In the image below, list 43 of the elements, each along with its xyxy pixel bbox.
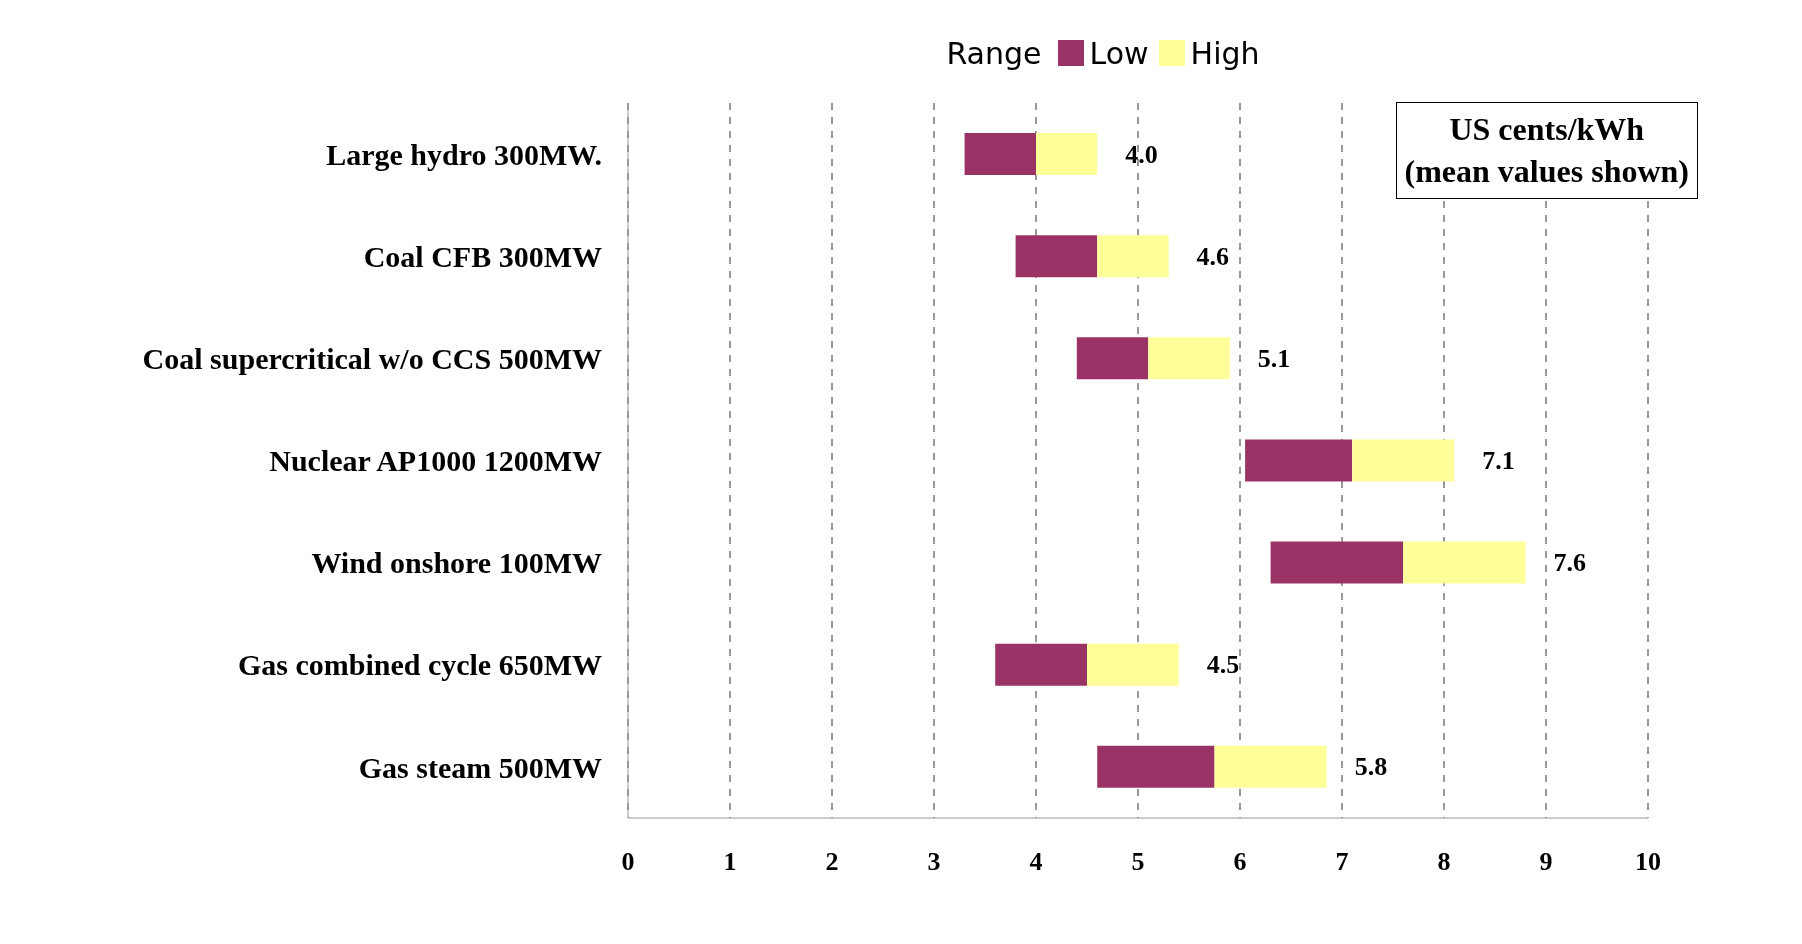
bar [1087, 643, 1179, 686]
bar [1076, 337, 1149, 380]
annotation: 7.1 [1482, 445, 1515, 475]
x-tick-label: 7 [1335, 847, 1349, 877]
x-tick-label: 0 [621, 847, 635, 877]
annotation: 4.0 [1125, 139, 1158, 169]
bar [1148, 337, 1230, 380]
x-tick-label: 2 [825, 847, 839, 877]
bar [1015, 235, 1098, 278]
annotation: 5.8 [1354, 752, 1388, 782]
y-tick-label: Coal supercritical w/o CCS 500MW [142, 342, 602, 376]
bar [1214, 745, 1327, 788]
annotation: 7.6 [1553, 548, 1587, 578]
x-tick-label: 1 [723, 847, 737, 877]
y-tick-label: Gas combined cycle 650MW [237, 648, 602, 682]
bar [964, 133, 1036, 175]
legend-title: Range [946, 35, 1042, 71]
x-tick-label: 3 [927, 847, 941, 877]
x-tick-label: 5 [1131, 847, 1145, 877]
legend-label: High [1190, 35, 1260, 71]
y-tick-label: Nuclear AP1000 1200MW [269, 444, 602, 478]
bar [1097, 235, 1169, 278]
annotation: 5.1 [1257, 343, 1291, 373]
y-tick-label: Wind onshore 100MW [311, 546, 602, 580]
bar [1270, 541, 1404, 584]
x-tick-label: 10 [1635, 847, 1661, 877]
x-tick-label: 4 [1029, 847, 1043, 877]
legend-label: Low [1089, 35, 1149, 71]
annotation: US cents/kWh (mean values shown) [1395, 102, 1698, 200]
y-tick-label: Large hydro 300MW. [326, 137, 602, 171]
bar [1036, 133, 1098, 175]
bar [1352, 439, 1455, 482]
bar [1097, 745, 1215, 788]
x-tick-label: 9 [1539, 847, 1553, 877]
y-tick-label: Coal CFB 300MW [363, 239, 602, 273]
bar [995, 643, 1087, 686]
bar [1245, 439, 1353, 482]
annotation: 4.6 [1196, 241, 1230, 271]
bar [1403, 541, 1526, 584]
annotation: 4.5 [1206, 650, 1240, 680]
x-tick-label: 8 [1437, 847, 1451, 877]
x-tick-label: 6 [1233, 847, 1247, 877]
y-tick-label: Gas steam 500MW [358, 750, 602, 784]
